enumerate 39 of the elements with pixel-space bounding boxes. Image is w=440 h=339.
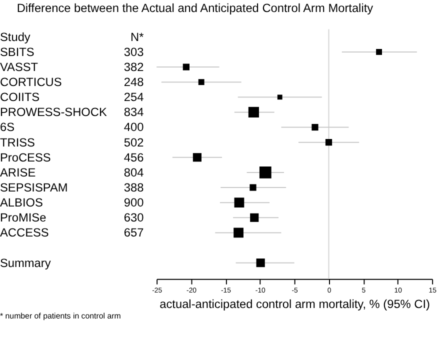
y2-tick-label: 456 <box>124 150 144 164</box>
y-tick-label: ProCESS <box>0 150 51 164</box>
y-tick-label: CORTICUS <box>0 75 62 90</box>
text: Study <box>0 30 30 44</box>
y-tick-label: TRISS <box>0 135 36 150</box>
y2-tick-label: 804 <box>124 165 144 180</box>
y-tick-label: ACCESS <box>0 226 49 240</box>
point <box>192 153 202 162</box>
y2-tick-label: 630 <box>124 210 144 225</box>
y-tick-label: PROWESS-SHOCK <box>0 105 107 120</box>
point <box>256 258 265 268</box>
y2-tick-label: 657 <box>124 226 144 240</box>
y2-tick-label: 400 <box>124 120 144 134</box>
y-tick-label: Summary <box>0 256 51 270</box>
text: N* <box>130 30 144 44</box>
y-tick-label: 6S <box>0 120 15 134</box>
point <box>312 124 318 131</box>
point <box>250 213 259 222</box>
y-tick-label: SEPSISPAM <box>0 180 68 194</box>
y-tick-label: VASST <box>0 60 38 74</box>
y2-tick-label: 382 <box>124 60 144 74</box>
y2-tick-label: 502 <box>124 135 144 150</box>
text: * number of patients in control arm <box>0 312 122 321</box>
y-tick-label: ALBIOS <box>0 196 43 210</box>
point <box>250 184 256 191</box>
y-tick-label: COIITS <box>0 90 40 104</box>
x-axis-title: actual-anticipated control arm mortality, % (95% CI) <box>160 297 430 312</box>
chart-title: Difference between the Actual and Anticipated Control Arm Mortality <box>16 0 374 15</box>
point <box>182 64 190 70</box>
y-tick-label: ProMISe <box>0 210 47 225</box>
y-tick-label: SBITS <box>0 44 34 59</box>
y-tick-label: ARISE <box>0 165 36 180</box>
y2-tick-label: 254 <box>124 90 144 104</box>
y2-tick-label: 303 <box>124 44 144 59</box>
y2-tick-label: 900 <box>124 196 144 210</box>
point <box>325 139 332 146</box>
y2-tick-label: 834 <box>124 105 144 120</box>
y2-tick-label: 388 <box>124 180 144 194</box>
y2-tick-label: 248 <box>124 75 144 90</box>
